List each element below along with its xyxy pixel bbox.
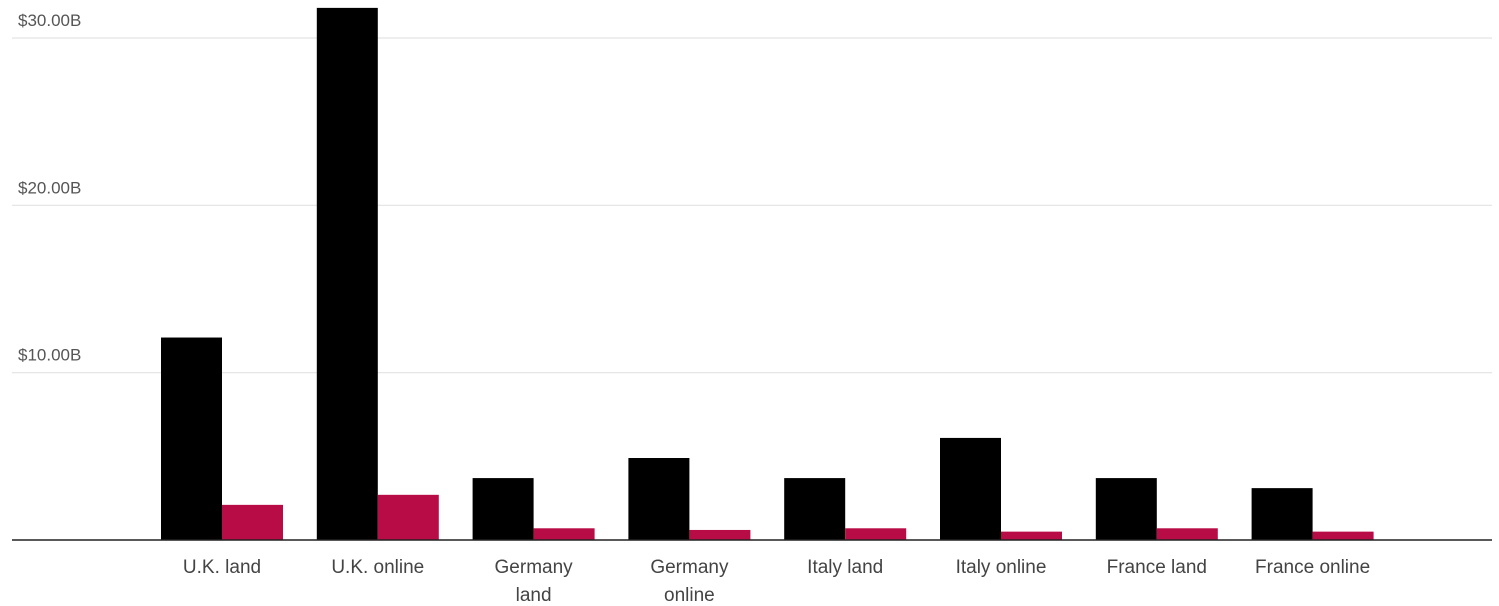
x-tick-label-line: U.K. land — [183, 557, 261, 578]
bar-series1-0 — [161, 337, 222, 540]
x-tick-label-line: France online — [1255, 557, 1370, 578]
y-axis-tick-labels: $10.00B $20.00B $30.00B — [18, 11, 81, 365]
x-tick-label: Italy online — [956, 557, 1047, 578]
bar-series2-4 — [845, 528, 907, 540]
x-tick-label-line: France land — [1107, 557, 1207, 578]
bar-series2-2 — [533, 528, 595, 540]
x-tick-label-line: Germany — [495, 557, 574, 578]
x-tick-label: Italy land — [807, 557, 883, 578]
bar-series1-6 — [1095, 478, 1157, 540]
bar-series2-1 — [377, 494, 439, 540]
x-tick-label-line: online — [664, 585, 715, 606]
bar-series2-6 — [1156, 528, 1218, 540]
x-tick-label-line: Germany — [650, 557, 729, 578]
x-tick-label-line: Italy land — [807, 557, 883, 578]
y-tick-label: $20.00B — [18, 178, 81, 197]
bar-series1-5 — [940, 437, 1001, 540]
x-tick-label: U.K. land — [183, 557, 261, 578]
bars — [161, 7, 1374, 540]
bar-series1-4 — [784, 478, 846, 540]
x-tick-label: Germany land — [495, 557, 574, 606]
x-tick-label: France online — [1255, 557, 1370, 578]
x-axis-tick-labels: U.K. land U.K. online Germany land Germany on… — [183, 557, 1370, 606]
bar-series1-7 — [1251, 488, 1313, 540]
y-tick-label: $30.00B — [18, 11, 81, 30]
bar-series2-5 — [1001, 531, 1062, 540]
x-tick-label: France land — [1107, 557, 1207, 578]
bar-series1-1 — [316, 7, 378, 540]
bar-series2-7 — [1312, 531, 1374, 540]
y-tick-label: $10.00B — [18, 346, 81, 365]
bar-series1-3 — [628, 458, 690, 540]
x-tick-label-line: U.K. online — [331, 557, 424, 578]
x-tick-label-line: Italy online — [956, 557, 1047, 578]
bar-series2-3 — [689, 529, 751, 540]
bar-series1-2 — [472, 478, 534, 540]
gridlines — [12, 37, 1492, 374]
bar-series2-0 — [222, 504, 283, 540]
x-tick-label: Germany online — [650, 557, 729, 606]
x-tick-label: U.K. online — [331, 557, 424, 578]
x-tick-label-line: land — [516, 585, 552, 606]
